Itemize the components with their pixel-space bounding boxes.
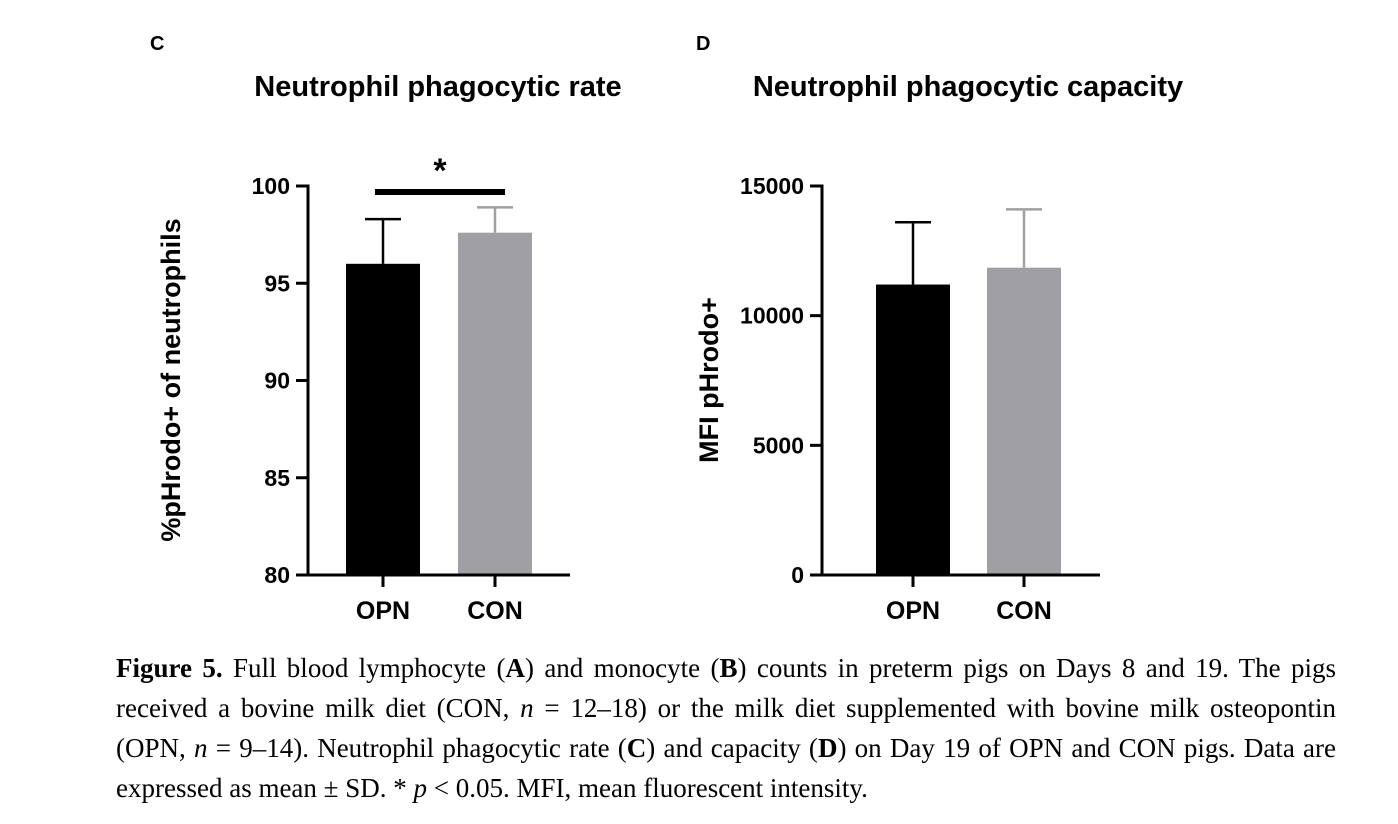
chart-title: Neutrophil phagocytic capacity xyxy=(753,71,1183,103)
significance-star: * xyxy=(433,152,447,190)
caption-italic-n: n xyxy=(194,733,208,763)
y-tick-label: 100 xyxy=(252,173,290,199)
panel-letter: D xyxy=(696,33,710,55)
y-tick-label: 5000 xyxy=(753,432,804,458)
bar-con xyxy=(458,232,532,575)
caption-ref-c: C xyxy=(626,733,647,763)
caption-text: = 12–18) or the milk diet supplemented w… xyxy=(116,693,1336,763)
x-tick-label: OPN xyxy=(886,597,940,625)
y-tick-label: 85 xyxy=(264,465,290,491)
y-tick-label: 15000 xyxy=(740,173,804,199)
y-axis-label: MFI pHrodo+ xyxy=(694,297,724,463)
bar-con xyxy=(987,267,1061,575)
figure-caption: Figure 5. Full blood lymphocyte (A) and … xyxy=(116,648,1336,808)
chart-panel-d: D Neutrophil phagocytic capacity MFI pHrod… xyxy=(694,33,1183,625)
caption-ref-a: A xyxy=(505,653,525,683)
caption-ref-d: D xyxy=(817,733,838,763)
caption-text: Full blood lymphocyte ( xyxy=(222,653,506,683)
chart-panel-c: C Neutrophil phagocytic rate %pHrodo+ of n… xyxy=(150,33,622,625)
y-tick-label: 95 xyxy=(264,270,290,296)
x-tick-label: CON xyxy=(996,597,1052,625)
panel-letter: C xyxy=(150,33,164,55)
caption-text: ) and monocyte ( xyxy=(524,653,720,683)
x-tick-label: OPN xyxy=(356,597,410,625)
y-axis-label: %pHrodo+ of neutrophils xyxy=(156,218,186,541)
caption-text: ) counts in preterm pigs on Days 8 and 1… xyxy=(116,653,1337,723)
caption-label: Figure 5. xyxy=(116,653,223,683)
caption-text: ) and capacity ( xyxy=(646,733,818,763)
bar-opn xyxy=(346,263,420,575)
caption-text: = 9–14). Neutrophil phagocytic rate ( xyxy=(207,733,627,763)
y-tick-label: 10000 xyxy=(740,303,804,329)
caption-text: ) on Day 19 of OPN and CON pigs. Data ar… xyxy=(116,733,1336,803)
caption-italic-n: n xyxy=(520,693,534,723)
caption-ref-b: B xyxy=(719,653,738,683)
y-tick-label: 80 xyxy=(264,562,290,588)
caption-text: < 0.05. MFI, mean fluorescent intensity. xyxy=(427,773,868,803)
x-tick-label: CON xyxy=(467,597,523,625)
y-tick-label: 0 xyxy=(791,562,804,588)
caption-italic-p: p xyxy=(413,773,428,803)
y-tick-label: 90 xyxy=(264,368,290,394)
chart-title: Neutrophil phagocytic rate xyxy=(254,71,621,103)
bar-opn xyxy=(876,284,950,575)
